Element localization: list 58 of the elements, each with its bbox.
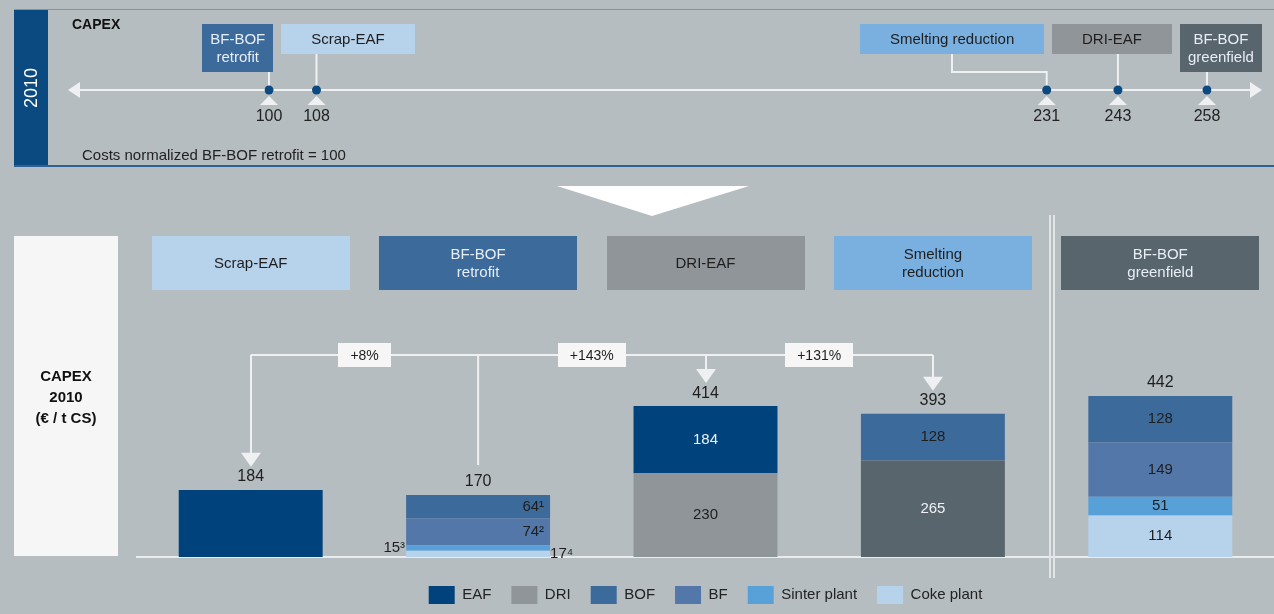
- data-label: 64¹: [522, 496, 545, 514]
- data-label: 231: [1033, 107, 1061, 125]
- bar: [1088, 515, 1233, 557]
- text: +131%: [785, 343, 854, 368]
- bar: [1088, 496, 1233, 516]
- bar: [406, 545, 551, 551]
- legend-label: BOF: [624, 585, 656, 603]
- text: CAPEX: [72, 16, 121, 32]
- data-label: 51: [1151, 496, 1169, 514]
- data-label: 114: [1148, 526, 1173, 544]
- legend-label: BF: [708, 585, 728, 603]
- bar: [1088, 395, 1233, 443]
- bar: [406, 518, 551, 546]
- category-label: Scrap-EAF: [281, 24, 415, 54]
- bar: [860, 413, 1005, 461]
- total-label: 170: [464, 472, 492, 490]
- data-label: 265: [920, 498, 946, 516]
- bar: [633, 406, 778, 474]
- legend-label: DRI: [544, 585, 571, 603]
- category-label: BF-BOF retrofit: [210, 30, 266, 65]
- category-label: DRI-EAF: [1052, 24, 1172, 54]
- data-label: 230: [692, 505, 719, 523]
- data-label: 74²: [522, 521, 545, 539]
- text: +143%: [557, 343, 626, 368]
- legend-label: Sinter plant: [781, 585, 858, 603]
- bar: [406, 495, 551, 519]
- data-label: 149: [1147, 459, 1173, 477]
- total-label: 414: [692, 383, 719, 401]
- y-axis-title: CAPEX 2010 (€ / t CS): [35, 365, 97, 428]
- legend-label: Coke plant: [910, 585, 984, 603]
- x-tick-label: DRI-EAF: [675, 254, 736, 271]
- bar: [860, 460, 1005, 557]
- category-label: BF-BOF greenfield: [1188, 30, 1254, 65]
- data-label: 184: [692, 429, 719, 447]
- x-tick-label: BF-BOF greenfield: [1127, 245, 1194, 280]
- bar: [1088, 442, 1233, 497]
- data-label: 128: [920, 427, 946, 445]
- total-label: 184: [237, 467, 265, 485]
- x-tick-label: BF-BOF retrofit: [450, 245, 506, 280]
- category-label: Smelting reduction: [860, 24, 1045, 54]
- data-label: 128: [1147, 409, 1173, 427]
- data-label: 258: [1193, 107, 1221, 125]
- bar: [633, 473, 778, 557]
- text: +8%: [338, 343, 391, 368]
- text: 2010: [20, 67, 42, 108]
- bar: [406, 550, 551, 557]
- data-label: 243: [1104, 107, 1132, 125]
- bar: [178, 489, 323, 557]
- legend-label: EAF: [462, 585, 492, 603]
- total-label: 393: [919, 391, 947, 409]
- data-label: 17⁴: [550, 544, 574, 562]
- x-tick-label: Scrap-EAF: [214, 254, 288, 271]
- data-label: 15³: [383, 538, 406, 556]
- data-label: 100: [255, 107, 283, 125]
- text: Costs normalized BF-BOF retrofit = 100: [82, 146, 346, 163]
- data-label: 108: [303, 107, 330, 125]
- x-tick-label: Smelting reduction: [902, 245, 964, 280]
- total-label: 442: [1146, 373, 1174, 391]
